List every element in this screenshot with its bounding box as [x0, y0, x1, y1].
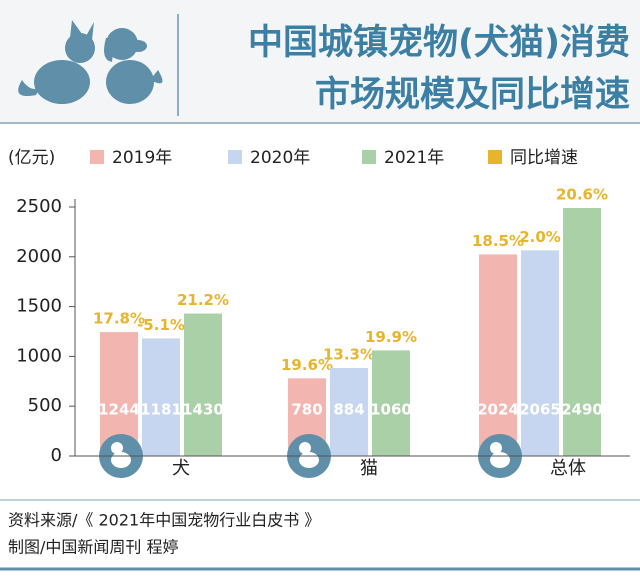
x-tick-label: 猫	[360, 458, 378, 479]
legend-swatch	[488, 150, 502, 164]
bar	[479, 254, 517, 456]
growth-label: 2.0%	[519, 228, 561, 246]
legend-swatch	[362, 150, 376, 164]
growth-label: 21.2%	[177, 291, 229, 309]
source: 资料来源/《 2021年中国宠物行业白皮书 》	[8, 511, 320, 530]
value-label: 2490	[561, 401, 603, 419]
y-tick-label: 2000	[16, 246, 62, 267]
bar	[330, 367, 368, 456]
chart-title: 市场规模及同比增速	[315, 75, 630, 115]
category-icon	[299, 442, 311, 454]
legend-label: 同比增速	[510, 148, 578, 168]
value-label: 2024	[477, 401, 519, 419]
value-label: 1244	[98, 401, 140, 419]
value-label: 884	[333, 401, 364, 419]
y-tick-label: 2500	[16, 196, 62, 217]
value-label: 1060	[370, 401, 412, 419]
growth-label: 17.8%	[93, 310, 145, 328]
y-axis-label: (亿元)	[8, 148, 55, 168]
legend-swatch	[90, 150, 104, 164]
value-label: 1430	[182, 401, 224, 419]
category-icon	[111, 442, 123, 454]
category-icon	[111, 452, 131, 468]
chart-title: 中国城镇宠物(犬猫)消费	[248, 23, 630, 63]
legend-label: 2021年	[384, 148, 444, 168]
bar	[563, 207, 601, 456]
growth-label: 18.5%	[472, 232, 524, 250]
header-bg	[0, 0, 640, 122]
value-label: 2065	[519, 401, 561, 419]
legend-label: 2020年	[250, 148, 310, 168]
bar	[184, 313, 222, 456]
value-label: 1181	[140, 401, 182, 419]
category-icon	[490, 452, 510, 468]
x-tick-label: 犬	[172, 458, 190, 479]
source: 制图/中国新闻周刊 程婷	[8, 538, 178, 557]
x-tick-label: 总体	[550, 458, 586, 479]
bar	[372, 350, 410, 456]
growth-label: -5.1%	[137, 316, 185, 334]
category-icon	[490, 442, 502, 454]
bar	[142, 338, 180, 456]
growth-label: 13.3%	[323, 345, 375, 363]
y-tick-label: 0	[51, 445, 62, 466]
legend-swatch	[228, 150, 242, 164]
growth-label: 20.6%	[556, 185, 608, 203]
y-tick-label: 500	[28, 395, 62, 416]
growth-label: 19.6%	[281, 356, 333, 374]
category-icon	[299, 452, 319, 468]
y-tick-label: 1000	[16, 345, 62, 366]
growth-label: 19.9%	[365, 328, 417, 346]
header-icon	[18, 20, 163, 104]
y-tick-label: 1500	[16, 296, 62, 317]
bar	[521, 250, 559, 456]
legend-label: 2019年	[112, 148, 172, 168]
value-label: 780	[291, 401, 322, 419]
